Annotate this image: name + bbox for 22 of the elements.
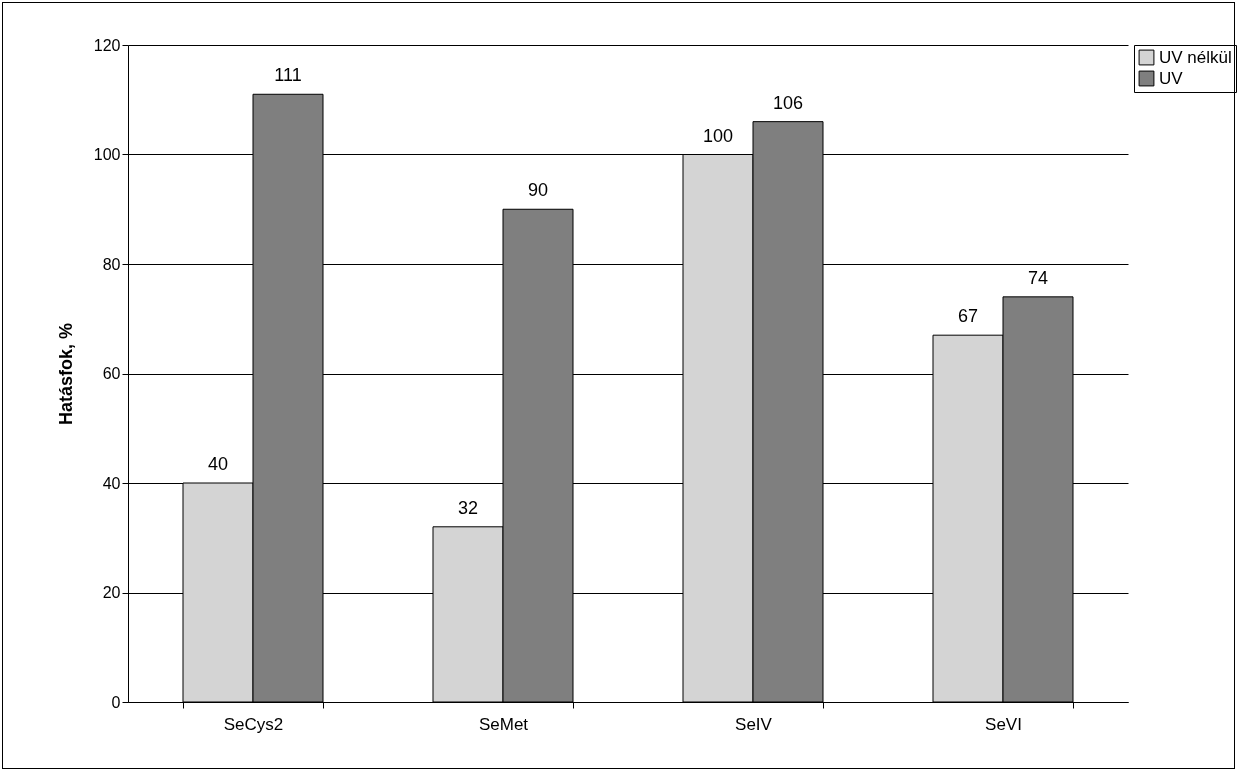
- data-label: 106: [772, 92, 804, 113]
- y-tick-label: 20: [102, 584, 121, 601]
- legend-label: UV nélkül: [1159, 47, 1232, 67]
- data-label: 74: [1027, 267, 1049, 288]
- y-tick-label: 100: [93, 146, 121, 163]
- x-tick-label: SeCys2: [223, 714, 284, 734]
- data-label: 67: [957, 306, 979, 327]
- x-tick-label: SeVI: [985, 714, 1022, 734]
- y-tick-label: 60: [102, 365, 121, 382]
- legend-label: UV: [1159, 68, 1184, 88]
- data-label: 100: [702, 125, 734, 146]
- y-axis-title: Hatásfok, %: [55, 322, 76, 426]
- y-tick-label: 120: [93, 36, 121, 54]
- data-label: 90: [527, 180, 549, 201]
- y-tick-label: 40: [102, 474, 121, 492]
- y-tick-label: 80: [102, 255, 121, 273]
- data-label: 40: [207, 454, 229, 474]
- y-tick-label: 0: [111, 693, 121, 711]
- data-label: 32: [457, 497, 479, 518]
- data-label: 111: [274, 65, 302, 86]
- x-tick-label: SeIV: [735, 714, 773, 734]
- x-tick-label: SeMet: [478, 714, 529, 734]
